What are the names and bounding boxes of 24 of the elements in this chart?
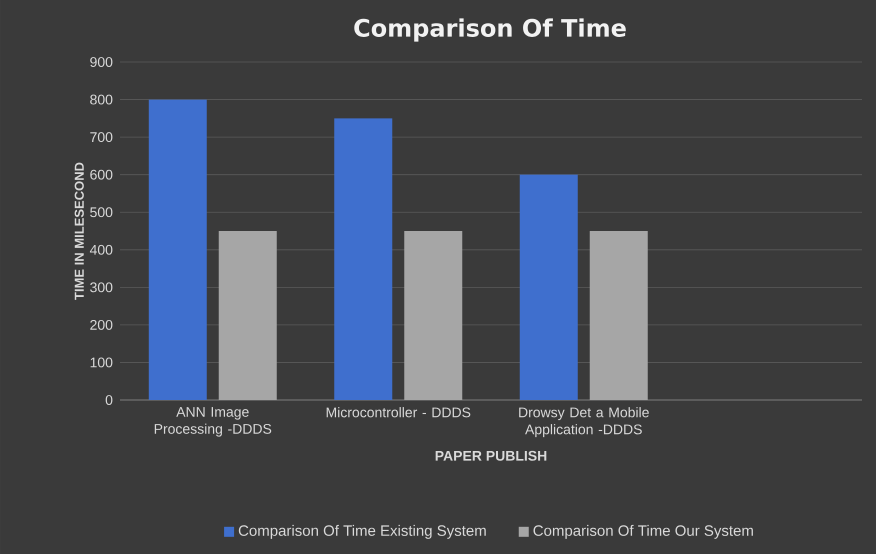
y-tick-label: 900 xyxy=(90,57,112,67)
y-tick-label: 100 xyxy=(90,358,112,368)
y-axis-title: TIME IN MILESECOND xyxy=(74,162,84,300)
y-tick-label: 300 xyxy=(90,282,112,292)
y-tick-label: 200 xyxy=(90,320,112,330)
bar xyxy=(404,231,462,400)
x-tick-label: Drowsy Det a Mobile Application -DDDS xyxy=(519,407,649,438)
chart-title: Comparison Of Time xyxy=(354,18,626,42)
y-tick-label: 800 xyxy=(90,94,112,105)
y-tick-label: 700 xyxy=(90,132,112,142)
bar xyxy=(148,100,207,400)
y-tick-label: 600 xyxy=(90,170,112,180)
x-axis-title: PAPER PUBLISH xyxy=(436,450,546,461)
bar xyxy=(590,231,648,400)
y-tick-label: 500 xyxy=(90,207,112,218)
bar xyxy=(334,118,392,400)
bar xyxy=(218,231,277,400)
x-tick-label: ANN Image Processing -DDDS xyxy=(154,407,272,437)
y-tick-label: 0 xyxy=(106,395,112,405)
bar xyxy=(520,174,578,400)
legend-label: Comparison Of Time Our System xyxy=(534,524,753,539)
legend-label: Comparison Of Time Existing System xyxy=(238,524,486,539)
y-tick-label: 400 xyxy=(90,244,112,255)
x-tick-label: Microcontroller - DDDS xyxy=(326,407,470,418)
